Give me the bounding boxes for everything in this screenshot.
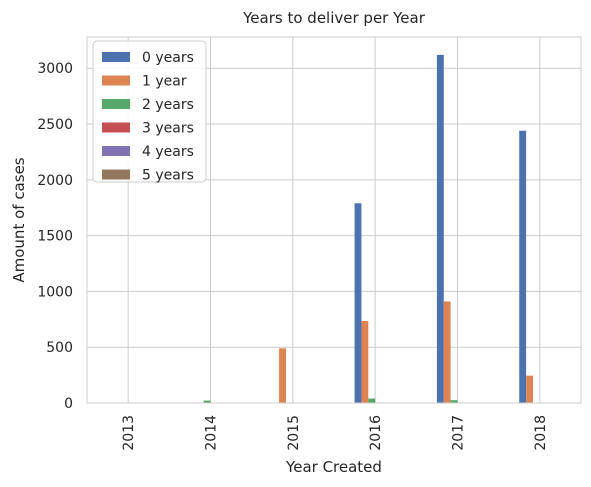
bar xyxy=(203,400,211,403)
legend-entry: 2 years xyxy=(142,97,194,113)
x-tick-label: 2013 xyxy=(121,415,137,451)
chart-title: Years to deliver per Year xyxy=(242,9,426,27)
legend-entry: 1 year xyxy=(142,74,187,90)
y-tick-labels: 0 500 1000 1500 2000 2500 3000 xyxy=(37,61,73,412)
bar xyxy=(443,301,451,403)
bar xyxy=(519,130,527,404)
legend-swatch xyxy=(102,52,130,62)
y-tick-label: 1000 xyxy=(37,284,73,300)
x-tick-label: 2016 xyxy=(368,415,384,451)
bar xyxy=(450,400,458,403)
bar xyxy=(361,320,369,403)
legend-swatch xyxy=(102,99,130,109)
x-tick-label: 2015 xyxy=(286,415,302,451)
x-tick-labels: 2013 2014 2015 2016 2017 2018 xyxy=(121,415,549,451)
legend-entry: 3 years xyxy=(142,121,194,137)
x-tick-label: 2018 xyxy=(533,415,549,451)
plot-frame xyxy=(86,36,582,404)
x-tick-label: 2014 xyxy=(204,415,220,451)
legend-entry: 0 years xyxy=(142,50,194,66)
y-tick-label: 2500 xyxy=(37,117,73,133)
y-tick-label: 500 xyxy=(46,340,73,356)
legend-swatch xyxy=(102,169,130,180)
legend-swatch xyxy=(102,75,130,86)
legend-entry: 4 years xyxy=(142,144,194,160)
y-axis-label: Amount of cases xyxy=(10,157,28,282)
y-tick-label: 0 xyxy=(64,396,73,412)
legend-entry: 5 years xyxy=(142,168,194,184)
legend: 0 years 1 year 2 years 3 years 4 years 5 year… xyxy=(92,40,207,184)
y-tick-label: 3000 xyxy=(37,61,73,77)
y-tick-label: 2000 xyxy=(37,173,73,189)
bar xyxy=(526,375,533,403)
bar xyxy=(368,398,376,403)
y-tick-label: 1500 xyxy=(37,229,73,245)
bar xyxy=(354,203,362,403)
bar xyxy=(436,54,444,403)
x-axis-label: Year Created xyxy=(285,458,382,476)
legend-swatch xyxy=(102,146,130,156)
bar xyxy=(279,348,286,403)
x-tick-label: 2017 xyxy=(451,415,467,451)
legend-swatch xyxy=(102,122,130,133)
